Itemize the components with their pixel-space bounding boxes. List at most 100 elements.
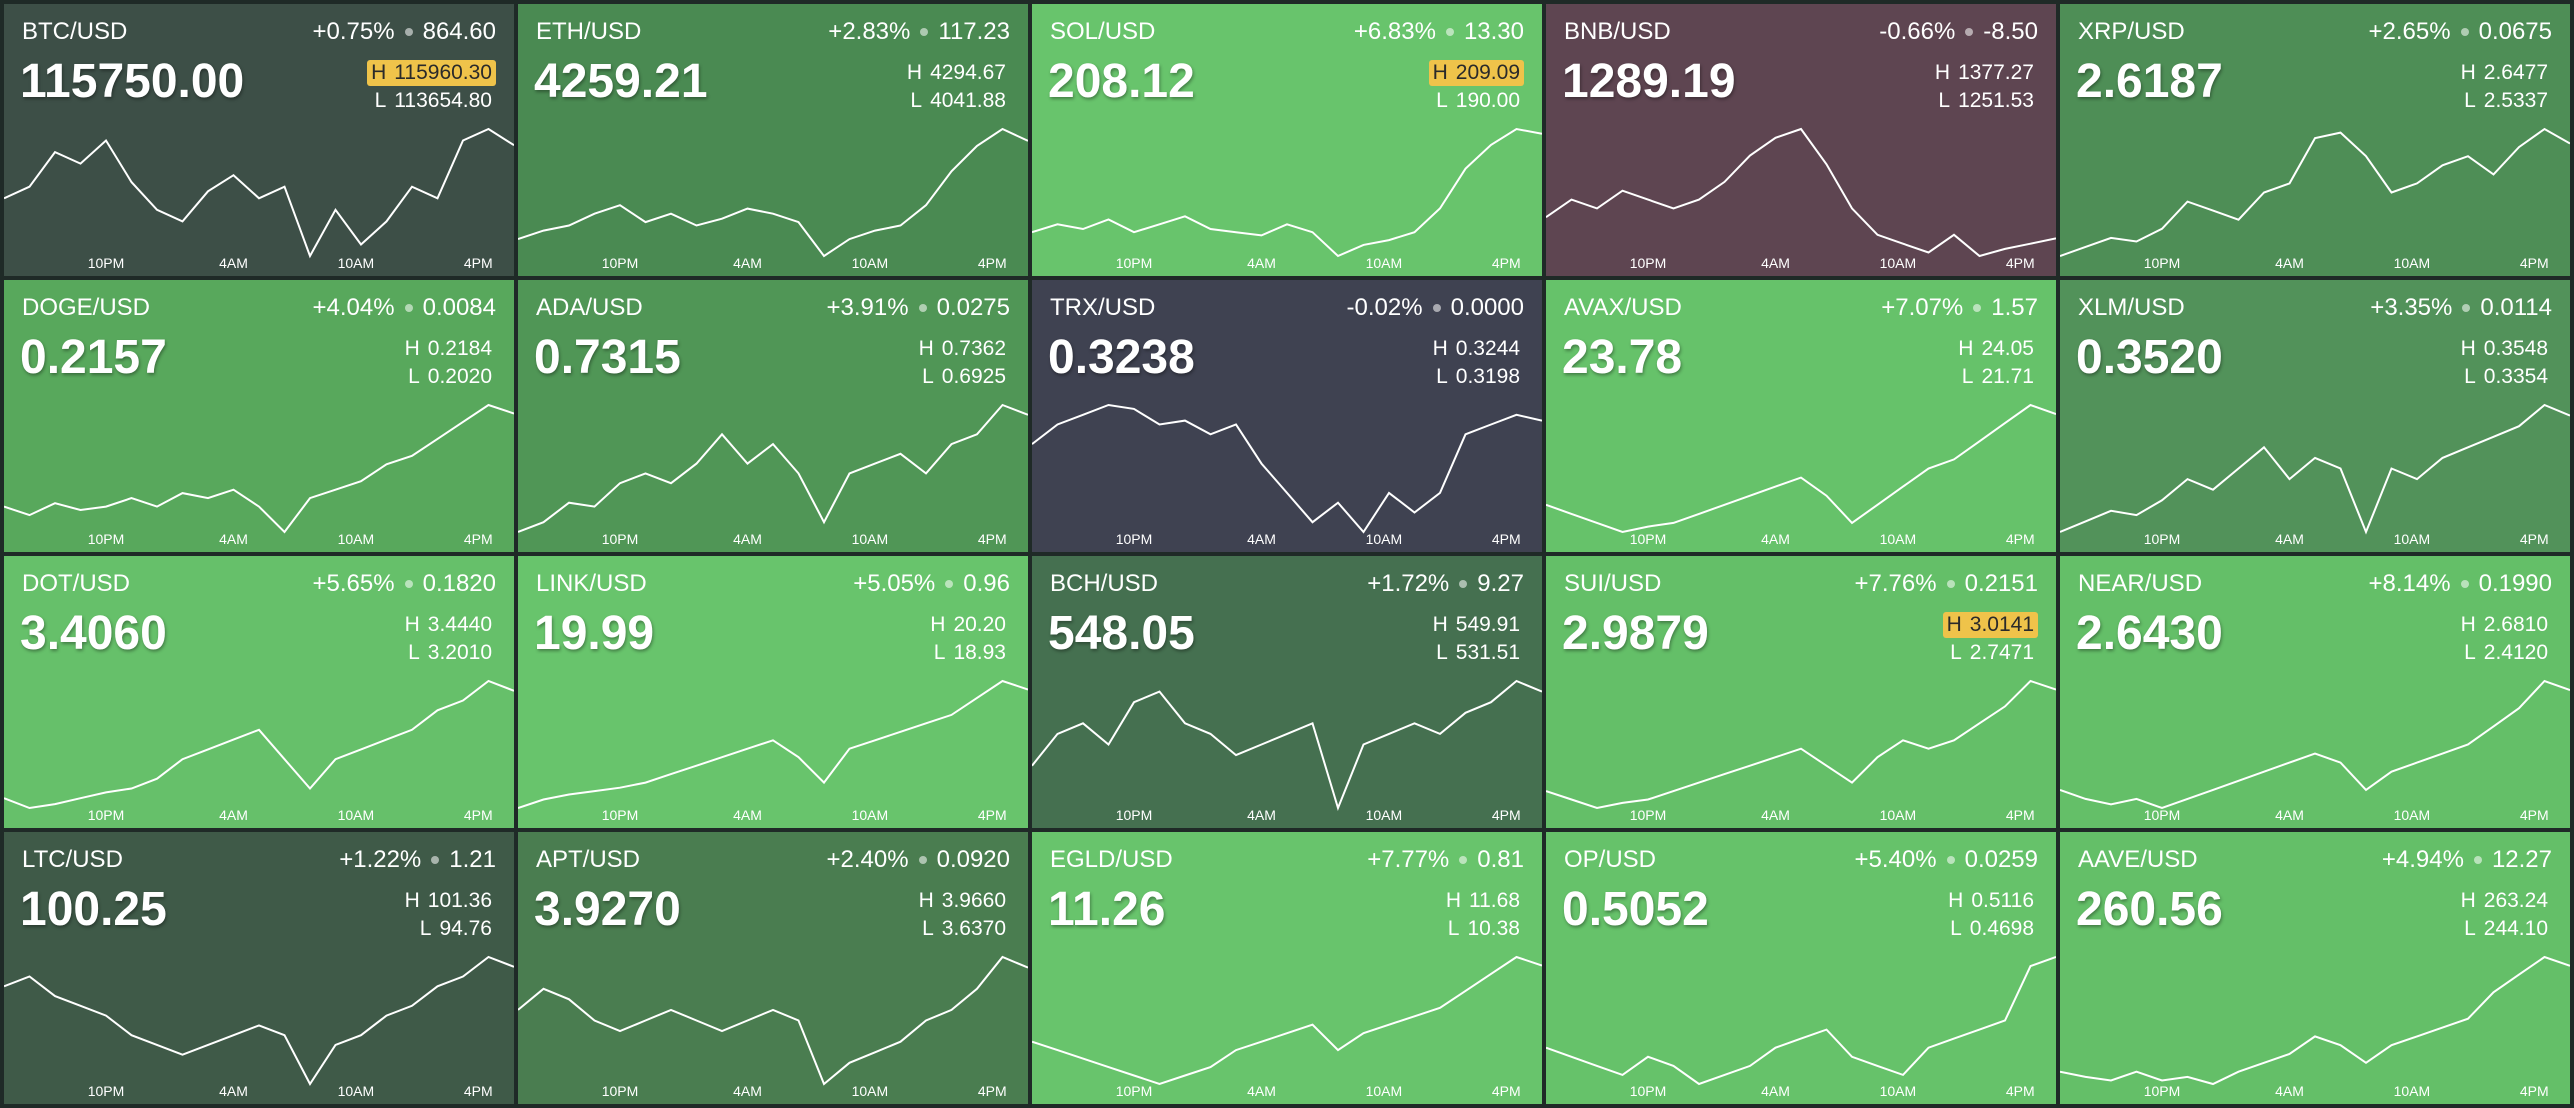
time-label: 4AM — [1247, 531, 1276, 547]
change-header: +1.22% 1.21 — [339, 846, 496, 874]
change-amount: 0.81 — [1477, 846, 1524, 873]
time-label: 4AM — [1247, 255, 1276, 271]
low-value: 0.2020 — [427, 365, 492, 388]
change-amount: 864.60 — [422, 18, 496, 45]
time-label: 4AM — [2275, 255, 2304, 271]
change-header: +7.77% 0.81 — [1367, 846, 1524, 874]
separator-dot — [1973, 304, 1982, 312]
time-label: 10PM — [2144, 1083, 2181, 1099]
change-amount: 0.1820 — [422, 570, 496, 597]
change-header: +4.04% 0.0084 — [313, 294, 496, 322]
price: 0.2157 — [20, 331, 167, 384]
separator-dot — [1965, 28, 1974, 36]
time-label: 4PM — [978, 531, 1007, 547]
ticker-tile: 10PM 4AM 10AM 4PM LTC/USD +1.22% 1.21 100.25 H 10… — [4, 832, 514, 1104]
high-value: 24.05 — [1981, 337, 2034, 360]
price: 208.12 — [1048, 55, 1195, 108]
sparkline-chart: 10PM 4AM 10AM 4PM — [1546, 127, 2056, 271]
sparkline-chart: 10PM 4AM 10AM 4PM — [1546, 956, 2056, 1099]
time-label: 4PM — [978, 1083, 1007, 1099]
sparkline-chart: 10PM 4AM 10AM 4PM — [518, 955, 1028, 1099]
time-label: 10AM — [2394, 807, 2431, 823]
sparkline-chart: 10PM 4AM 10AM 4PM — [4, 403, 514, 547]
low-row: L 94.76 — [416, 916, 496, 942]
low-row: L 2.7471 — [1946, 640, 2038, 666]
high-value: 11.68 — [1469, 889, 1520, 912]
sparkline — [4, 679, 514, 810]
high-value: 2.6477 — [2483, 61, 2548, 84]
ticker-tile: 10PM 4AM 10AM 4PM ADA/USD +3.91% 0.0275 0.7315 H… — [518, 280, 1028, 552]
sparkline-chart: 10PM 4AM 10AM 4PM — [518, 403, 1028, 547]
low-label: L — [910, 89, 923, 112]
time-label: 10AM — [1366, 1083, 1403, 1099]
change-percent: +7.76% — [1854, 570, 1937, 597]
ticker-tile: 10PM 4AM 10AM 4PM XLM/USD +3.35% 0.0114 0.3520 H… — [2060, 280, 2570, 552]
change-amount: 0.2151 — [1964, 570, 2038, 597]
change-header: +5.40% 0.0259 — [1855, 846, 2038, 874]
high-label: H — [1948, 889, 1964, 912]
high-label: H — [371, 61, 387, 84]
low-row: L 0.4698 — [1946, 916, 2038, 942]
high-row: H 115960.30 — [367, 60, 496, 86]
change-percent: -0.02% — [1346, 294, 1423, 321]
low-label: L — [408, 365, 420, 388]
low-value: 2.5337 — [2483, 89, 2548, 112]
high-label: H — [918, 337, 934, 360]
change-amount: 0.0114 — [2480, 294, 2552, 321]
change-percent: +5.40% — [1854, 846, 1937, 873]
high-row: H 0.2184 — [401, 336, 496, 362]
low-row: L 10.38 — [1444, 916, 1524, 942]
time-label: 4PM — [2520, 1083, 2549, 1099]
change-header: +7.76% 0.2151 — [1855, 570, 2038, 598]
high-row: H 20.20 — [926, 612, 1010, 638]
high-row: H 0.7362 — [915, 336, 1010, 362]
separator-dot — [1946, 580, 1955, 588]
high-label: H — [404, 337, 420, 360]
low-value: 1251.53 — [1958, 89, 2034, 112]
low-row: L 190.00 — [1432, 88, 1524, 114]
time-label: 10PM — [602, 807, 639, 823]
symbol: BCH/USD — [1050, 570, 1159, 597]
separator-dot — [2462, 304, 2471, 312]
time-label: 10AM — [1366, 807, 1403, 823]
change-amount: 12.27 — [2491, 846, 2552, 873]
change-percent: +4.04% — [312, 294, 395, 321]
time-label: 4AM — [1761, 1083, 1790, 1099]
symbol: AVAX/USD — [1564, 294, 1682, 321]
separator-dot — [2460, 28, 2469, 36]
sparkline — [1032, 403, 1542, 534]
ticker-tile: 10PM 4AM 10AM 4PM DOGE/USD +4.04% 0.0084 0.2157… — [4, 280, 514, 552]
high-value: 3.9660 — [941, 889, 1006, 912]
ticker-tile: 10PM 4AM 10AM 4PM OP/USD +5.40% 0.0259 0.5052 H 0… — [1546, 832, 2056, 1104]
low-label: L — [922, 365, 934, 388]
ticker-tile: 10PM 4AM 10AM 4PM SUI/USD +7.76% 0.2151 2.9879 H… — [1546, 556, 2056, 828]
sparkline — [518, 955, 1028, 1086]
time-label: 4AM — [733, 531, 762, 547]
separator-dot — [404, 580, 413, 588]
separator-dot — [404, 304, 413, 312]
change-amount: 1.21 — [449, 846, 496, 873]
symbol: LINK/USD — [536, 570, 647, 597]
price: 0.7315 — [534, 331, 681, 384]
high-value: 1377.27 — [1958, 61, 2034, 84]
low-label: L — [419, 917, 432, 940]
high-row: H 11.68 — [1442, 888, 1524, 914]
low-value: 4041.88 — [930, 89, 1006, 112]
change-percent: +3.35% — [2370, 294, 2453, 321]
sparkline-chart: 10PM 4AM 10AM 4PM — [4, 127, 514, 271]
symbol: XRP/USD — [2078, 18, 2185, 45]
time-label: 4PM — [2006, 531, 2035, 547]
low-value: 244.10 — [2483, 917, 2548, 940]
separator-dot — [945, 580, 954, 588]
time-label: 10PM — [2144, 807, 2181, 823]
low-value: 0.3354 — [2483, 365, 2548, 388]
ticker-tile: 10PM 4AM 10AM 4PM EGLD/USD +7.77% 0.81 11.26 H 11… — [1032, 832, 1542, 1104]
ticker-tile: 10PM 4AM 10AM 4PM AAVE/USD +4.94% 12.27 260.56 H… — [2060, 832, 2570, 1104]
change-header: +1.72% 9.27 — [1367, 570, 1524, 598]
time-label: 10PM — [88, 1083, 125, 1099]
sparkline-chart: 10PM 4AM 10AM 4PM — [4, 679, 514, 823]
time-label: 10PM — [1116, 255, 1153, 271]
sparkline-chart: 10PM 4AM 10AM 4PM — [1032, 679, 1542, 823]
high-row: H 24.05 — [1954, 336, 2038, 362]
low-label: L — [2464, 917, 2476, 940]
